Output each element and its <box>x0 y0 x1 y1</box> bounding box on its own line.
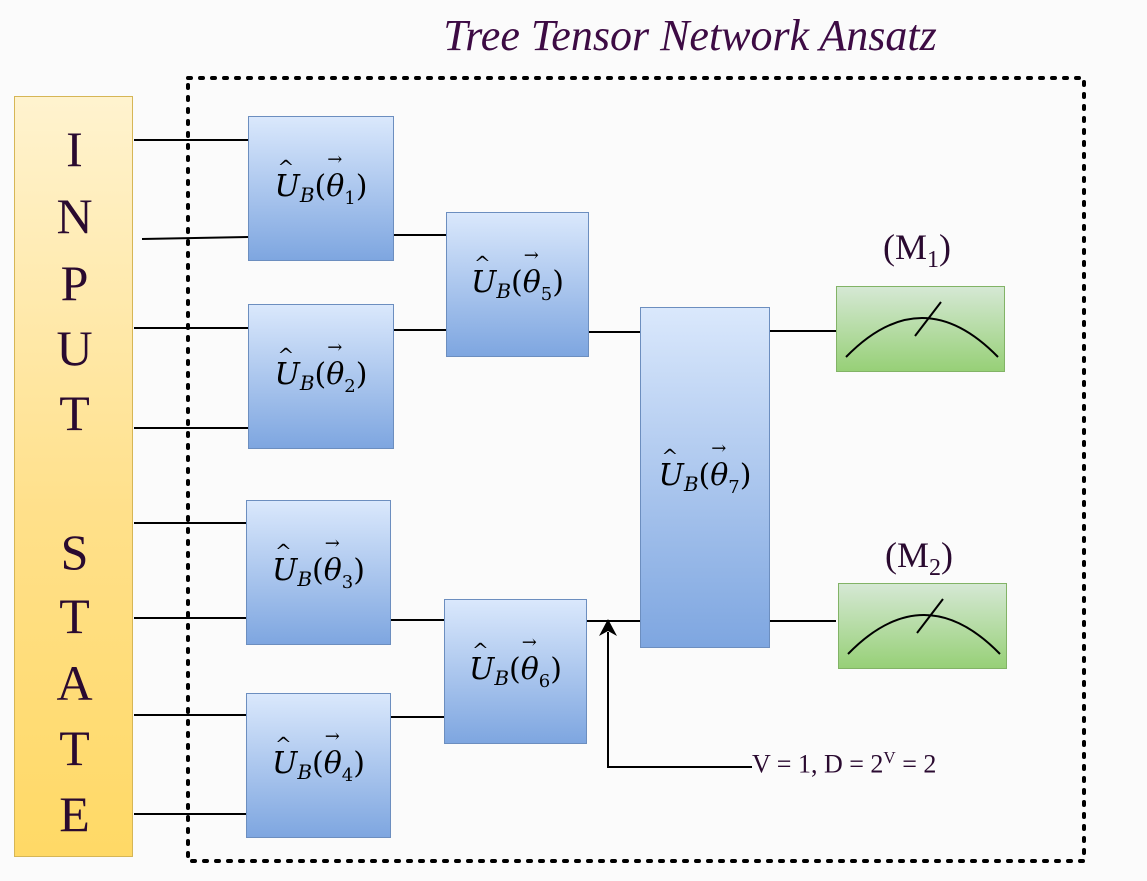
gate-u4: UB(θ4) <box>246 693 391 838</box>
measurement-meter-1 <box>836 286 1005 372</box>
annotation-label: V = 1, D = 2V = 2 <box>752 748 937 779</box>
measurement-label-m1: (M1) <box>883 227 951 274</box>
input-letter: T <box>59 720 90 776</box>
gate-u1: UB(θ1) <box>248 116 394 261</box>
gate-u2: UB(θ2) <box>248 304 394 449</box>
gate-u3: UB(θ3) <box>246 500 391 645</box>
meter-gauge-icon <box>847 598 1001 655</box>
input-letter: U <box>56 320 93 376</box>
gate-label: UB(θ7) <box>659 438 752 498</box>
annotation-arrowhead <box>599 619 617 636</box>
gate-label: UB(θ6) <box>469 632 562 692</box>
input-letter: T <box>59 588 90 644</box>
ansatz-boundary <box>186 76 1086 863</box>
gate-label: UB(θ3) <box>272 533 365 593</box>
meter-gauge-icon <box>845 301 999 358</box>
gate-label: UB(θ1) <box>275 149 368 209</box>
input-letter: E <box>59 786 90 842</box>
wire-q2 <box>141 236 249 240</box>
measurement-meter-2 <box>838 583 1007 669</box>
input-letter: S <box>60 524 89 580</box>
annotation-pointer <box>607 632 752 768</box>
diagram-title: Tree Tensor Network Ansatz <box>443 11 937 60</box>
gate-u5: UB(θ5) <box>446 212 589 357</box>
input-letter: A <box>56 655 93 711</box>
input-letter: P <box>60 255 89 311</box>
input-state-block: I N P U T S T A T E <box>14 96 133 857</box>
gate-u7: UB(θ7) <box>640 307 770 648</box>
gate-label: UB(θ2) <box>275 337 368 397</box>
gate-label: UB(θ4) <box>272 726 365 786</box>
measurement-label-m2: (M2) <box>885 535 953 582</box>
input-letter: N <box>56 188 93 244</box>
gate-label: UB(θ5) <box>471 245 564 305</box>
gate-u6: UB(θ6) <box>444 599 587 744</box>
input-letter: T <box>59 385 90 441</box>
input-letter: I <box>66 121 83 177</box>
